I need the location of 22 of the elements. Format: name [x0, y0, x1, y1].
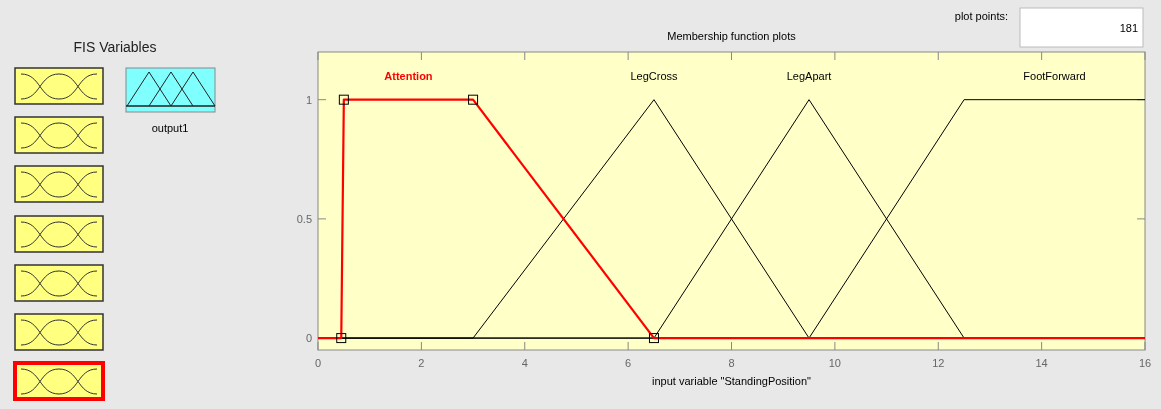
- x-tick-label: 10: [828, 357, 841, 369]
- y-tick-label: 1: [305, 93, 312, 106]
- x-tick-label: 2: [418, 357, 425, 369]
- text: 181: [1119, 22, 1138, 34]
- text: FIS Variables: [73, 39, 157, 55]
- text: LegApart: [786, 70, 832, 82]
- y-tick-label: 0: [305, 332, 312, 345]
- x-axis-title: input variable "StandingPosition": [652, 375, 812, 387]
- x-tick-label: 6: [625, 357, 632, 369]
- text: output1: [151, 122, 189, 134]
- text: plot points:: [954, 10, 1008, 22]
- x-tick-label: 12: [932, 357, 945, 369]
- series-label: Attention: [384, 70, 433, 82]
- y-tick-label: 0.5: [296, 212, 312, 225]
- series-label: FootForward: [1023, 70, 1086, 82]
- x-tick-label: 16: [1138, 357, 1152, 369]
- x-tick-label: 0: [314, 357, 322, 369]
- x-tick-label: 4: [521, 357, 528, 369]
- x-tick-label: 14: [1035, 357, 1048, 369]
- text: LegCross: [630, 70, 679, 82]
- x-tick-label: 8: [728, 357, 735, 369]
- chart-title: Membership function plots: [667, 30, 797, 42]
